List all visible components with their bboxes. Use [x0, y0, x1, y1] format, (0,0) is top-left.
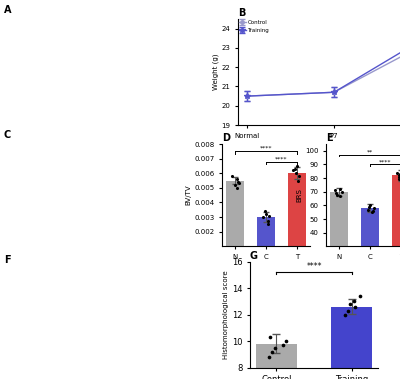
Bar	[392, 175, 400, 287]
Point	[396, 172, 400, 179]
Point	[234, 185, 241, 191]
Text: F: F	[4, 255, 11, 265]
Point	[296, 173, 302, 179]
Point	[369, 209, 375, 215]
Bar	[226, 180, 244, 261]
Point	[267, 334, 273, 340]
Point	[334, 191, 340, 197]
Point	[337, 186, 343, 192]
Bar	[256, 344, 297, 379]
Y-axis label: BV/TV: BV/TV	[185, 185, 191, 205]
Point	[332, 187, 338, 193]
Text: ****: ****	[306, 262, 322, 271]
Text: E: E	[326, 133, 333, 143]
Point	[351, 298, 357, 304]
Point	[293, 170, 300, 176]
Point	[294, 163, 300, 169]
Text: ****: ****	[275, 156, 288, 161]
Point	[370, 208, 376, 214]
Point	[332, 190, 339, 196]
Point	[397, 171, 400, 177]
Point	[290, 167, 296, 173]
Point	[342, 312, 348, 318]
Bar	[331, 307, 372, 379]
Point	[262, 208, 268, 214]
Text: D: D	[222, 133, 230, 143]
Point	[236, 180, 242, 186]
Point	[265, 218, 272, 224]
Point	[234, 176, 240, 182]
Point	[370, 205, 377, 211]
Text: ****: ****	[379, 159, 392, 164]
Text: C: C	[4, 130, 11, 140]
Point	[262, 211, 269, 217]
Point	[365, 207, 371, 213]
Bar	[361, 208, 379, 287]
Point	[396, 177, 400, 183]
Bar	[330, 192, 348, 287]
Point	[339, 189, 345, 195]
Text: G: G	[250, 251, 258, 261]
Legend: Control, Training: Control, Training	[239, 20, 269, 33]
Point	[396, 174, 400, 180]
Point	[229, 173, 235, 179]
Point	[347, 301, 353, 307]
Text: **: **	[367, 150, 373, 155]
Point	[260, 214, 266, 220]
Bar	[288, 173, 306, 261]
Point	[337, 193, 344, 199]
Point	[265, 221, 271, 227]
Point	[282, 338, 289, 344]
Point	[232, 182, 238, 188]
Point	[295, 177, 301, 183]
Point	[352, 304, 358, 310]
Text: ****: ****	[260, 146, 272, 151]
Point	[366, 204, 372, 210]
Y-axis label: Weight (g): Weight (g)	[212, 54, 218, 90]
Y-axis label: BRS: BRS	[296, 188, 302, 202]
Point	[291, 166, 298, 172]
Point	[235, 179, 241, 185]
Point	[366, 202, 373, 208]
Point	[280, 342, 287, 348]
Bar	[257, 217, 275, 261]
Text: A: A	[4, 5, 12, 15]
Point	[266, 354, 272, 360]
Y-axis label: Histomorphological score: Histomorphological score	[223, 270, 229, 359]
Text: B: B	[238, 8, 245, 18]
Point	[345, 307, 352, 313]
Point	[357, 293, 364, 299]
Point	[272, 345, 278, 351]
Point	[266, 213, 273, 219]
Point	[268, 349, 275, 355]
Point	[394, 170, 400, 176]
